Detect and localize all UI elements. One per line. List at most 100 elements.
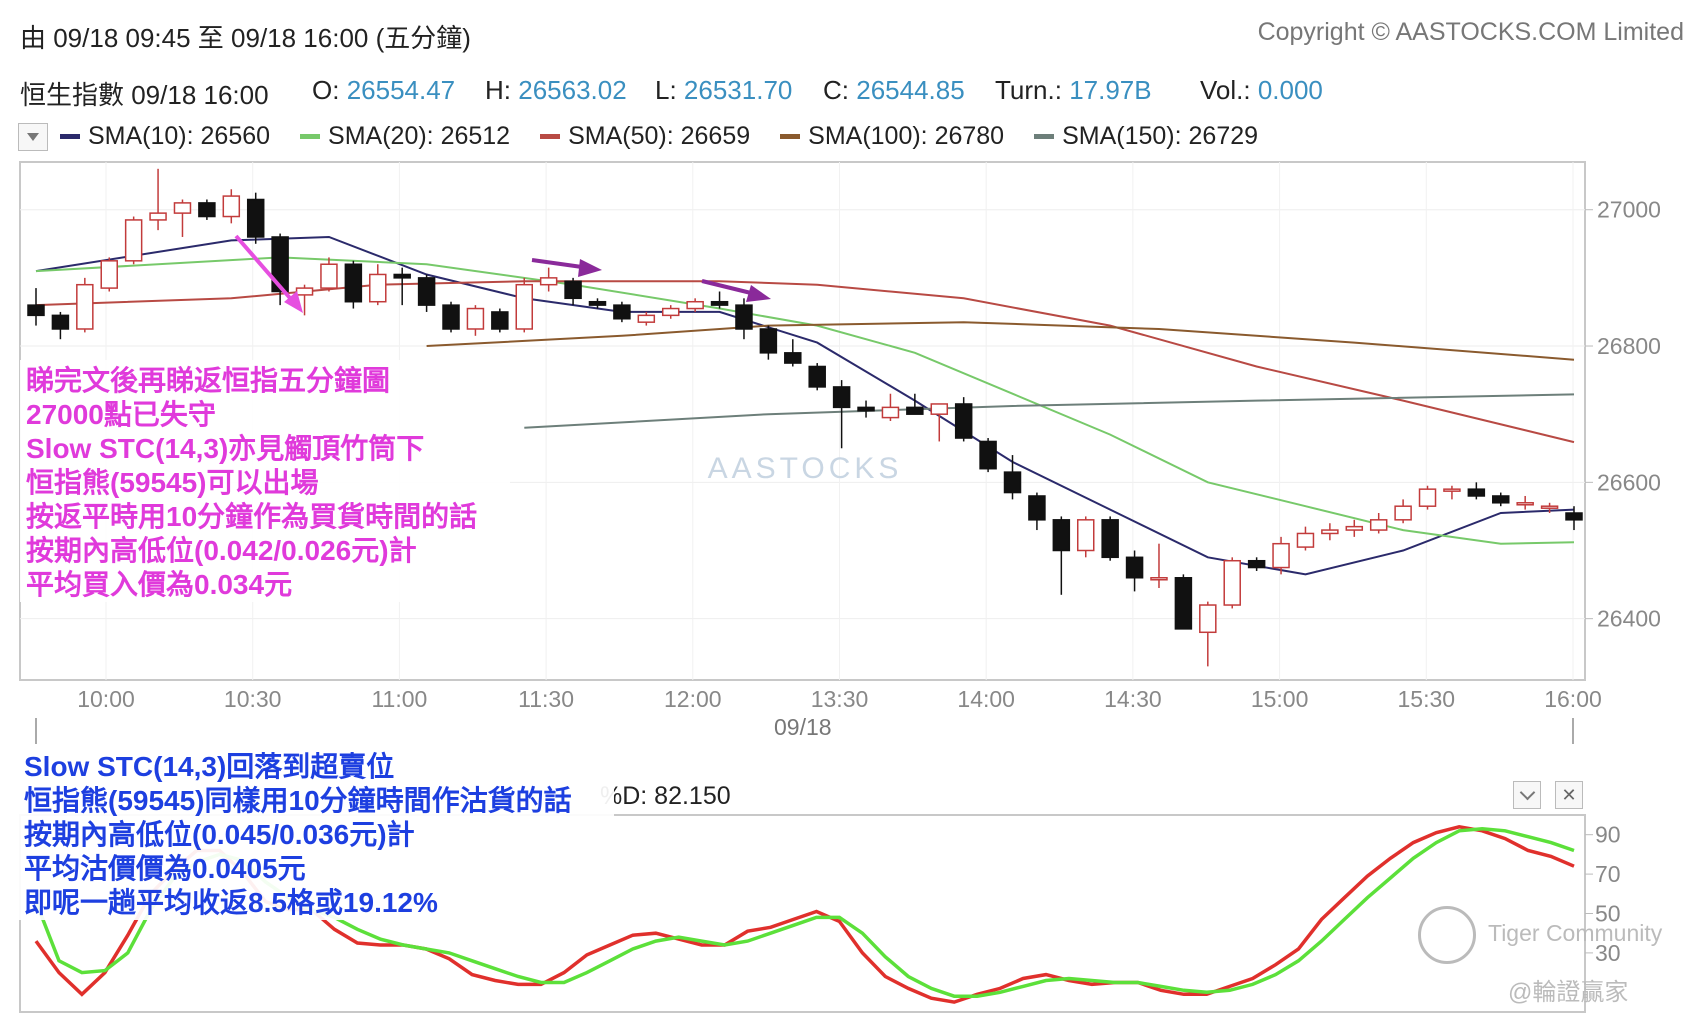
note-line: 27000點已失守 bbox=[26, 399, 216, 430]
candle-body bbox=[906, 406, 924, 415]
arrow-head-icon bbox=[284, 291, 303, 313]
note-line: 按返平時用10分鐘作為買貨時間的話 bbox=[26, 501, 478, 532]
candle-body bbox=[271, 236, 289, 293]
y-tick-label: 30 bbox=[1595, 940, 1621, 966]
caret-down-icon bbox=[27, 133, 39, 141]
candle-body bbox=[1247, 559, 1266, 569]
note-line: Slow STC(14,3)亦見觸頂竹筒下 bbox=[26, 433, 425, 464]
candle-body bbox=[613, 304, 631, 320]
arrow-annotation bbox=[531, 258, 583, 269]
candle-body bbox=[1076, 519, 1095, 552]
candle-body bbox=[1467, 488, 1486, 497]
candle-body bbox=[1028, 495, 1046, 521]
quote-high: H: 26563.02 bbox=[485, 75, 627, 105]
note-line: 即呢一趟平均收返8.5格或19.12% bbox=[24, 887, 438, 918]
candle-body bbox=[222, 195, 241, 218]
candle-body bbox=[198, 202, 216, 218]
note-line: Slow STC(14,3)回落到超賣位 bbox=[24, 751, 395, 782]
y-tick-label: 90 bbox=[1595, 822, 1621, 848]
candle-body bbox=[515, 283, 534, 330]
candle-body bbox=[759, 328, 778, 354]
panel-close-button[interactable]: ✕ bbox=[1555, 781, 1583, 809]
candle-body bbox=[954, 403, 973, 439]
candle-body bbox=[784, 352, 802, 364]
candle-body bbox=[930, 403, 949, 415]
candle-body bbox=[979, 440, 997, 470]
y-tick-label: 50 bbox=[1595, 901, 1621, 927]
candle-body bbox=[1443, 488, 1461, 492]
stc-d-value: %D: 82.150 bbox=[600, 782, 731, 810]
date-range: 由 09/18 09:45 至 09/18 16:00 (五分鐘) bbox=[20, 23, 471, 53]
candle-body bbox=[1223, 559, 1241, 606]
x-tick-label: 15:00 bbox=[1251, 686, 1309, 712]
candle-body bbox=[661, 307, 680, 317]
quote-volume: Vol.: 0.000 bbox=[1200, 75, 1323, 105]
candle-body bbox=[710, 300, 729, 306]
candle-body bbox=[1418, 488, 1437, 507]
candle-body bbox=[1052, 519, 1071, 552]
y-tick-label: 26800 bbox=[1597, 333, 1661, 359]
quote-close: C: 26544.85 bbox=[823, 75, 965, 105]
candle-body bbox=[588, 300, 607, 306]
legend-swatch bbox=[300, 134, 321, 139]
watermark-text: AASTOCKS bbox=[708, 452, 903, 485]
legend-swatch bbox=[540, 134, 561, 139]
note-line: 平均沽價價為0.0405元 bbox=[24, 853, 306, 884]
x-tick-label: 14:00 bbox=[957, 686, 1015, 712]
copyright: Copyright © AASTOCKS.COM Limited bbox=[1257, 18, 1684, 46]
candle-body bbox=[344, 263, 363, 303]
arrow-head-icon bbox=[578, 259, 602, 277]
quote-turnover: Turn.: 17.97B bbox=[995, 75, 1152, 105]
x-tick-label: 10:00 bbox=[77, 686, 135, 712]
candle-body bbox=[246, 198, 265, 238]
candle-body bbox=[442, 304, 460, 330]
candle-body bbox=[320, 263, 338, 289]
candle-body bbox=[1394, 505, 1412, 521]
close-icon: ✕ bbox=[1561, 784, 1577, 805]
candle-body bbox=[27, 304, 45, 317]
candle-body bbox=[1125, 556, 1144, 579]
x-tick-label: 16:00 bbox=[1544, 686, 1602, 712]
tiger-watermark: Tiger Community bbox=[1488, 920, 1663, 946]
x-tick-label: 14:30 bbox=[1104, 686, 1162, 712]
y-tick-label: 27000 bbox=[1597, 197, 1661, 223]
arrow-annotation bbox=[701, 279, 752, 295]
candle-body bbox=[1003, 471, 1022, 494]
candle-body bbox=[51, 314, 70, 330]
candle-body bbox=[832, 386, 851, 409]
candle-body bbox=[1272, 542, 1290, 569]
legend-swatch bbox=[780, 134, 801, 139]
x-tick-label: 11:00 bbox=[371, 686, 427, 712]
candle-body bbox=[1369, 519, 1388, 531]
candle-body bbox=[1565, 512, 1583, 521]
sma-legend: SMA(10): 26560 SMA(20): 26512 SMA(50): 2… bbox=[60, 122, 1288, 151]
sma-line-sma150 bbox=[524, 393, 1575, 429]
candle-body bbox=[564, 280, 582, 300]
note-line: 恒指熊(59545)可以出場 bbox=[26, 467, 319, 498]
candle-body bbox=[149, 212, 167, 221]
candle-body bbox=[1321, 529, 1339, 535]
candle-body bbox=[686, 300, 704, 310]
candle-body bbox=[491, 311, 509, 330]
overlay-dropdown-button[interactable] bbox=[18, 123, 48, 151]
note-line: 恒指熊(59545)同樣用10分鐘時間作沽貨的話 bbox=[24, 785, 572, 816]
legend-sma20: SMA(20): 26512 bbox=[300, 122, 510, 151]
candle-body bbox=[100, 260, 118, 289]
x-tick-label: 11:30 bbox=[518, 686, 574, 712]
candle-body bbox=[417, 277, 436, 306]
candle-body bbox=[1516, 502, 1534, 506]
legend-sma100: SMA(100): 26780 bbox=[780, 122, 1004, 151]
candle-body bbox=[124, 219, 143, 262]
candle-body bbox=[1174, 577, 1193, 630]
candle-body bbox=[1296, 532, 1315, 548]
legend-sma10: SMA(10): 26560 bbox=[60, 122, 270, 151]
candle-body bbox=[1199, 604, 1217, 634]
panel-collapse-button[interactable] bbox=[1513, 781, 1541, 809]
y-tick-label: 26600 bbox=[1597, 469, 1661, 495]
quote-name-time: 恒生指數 09/18 16:00 bbox=[20, 80, 269, 110]
candle-body bbox=[393, 273, 411, 279]
x-tick-label: 13:30 bbox=[811, 686, 869, 712]
annotation-note-stc: Slow STC(14,3)回落到超賣位 恒指熊(59545)同樣用10分鐘時間… bbox=[18, 746, 614, 920]
sma-line-sma100 bbox=[426, 321, 1575, 361]
candle-body bbox=[1540, 505, 1559, 509]
